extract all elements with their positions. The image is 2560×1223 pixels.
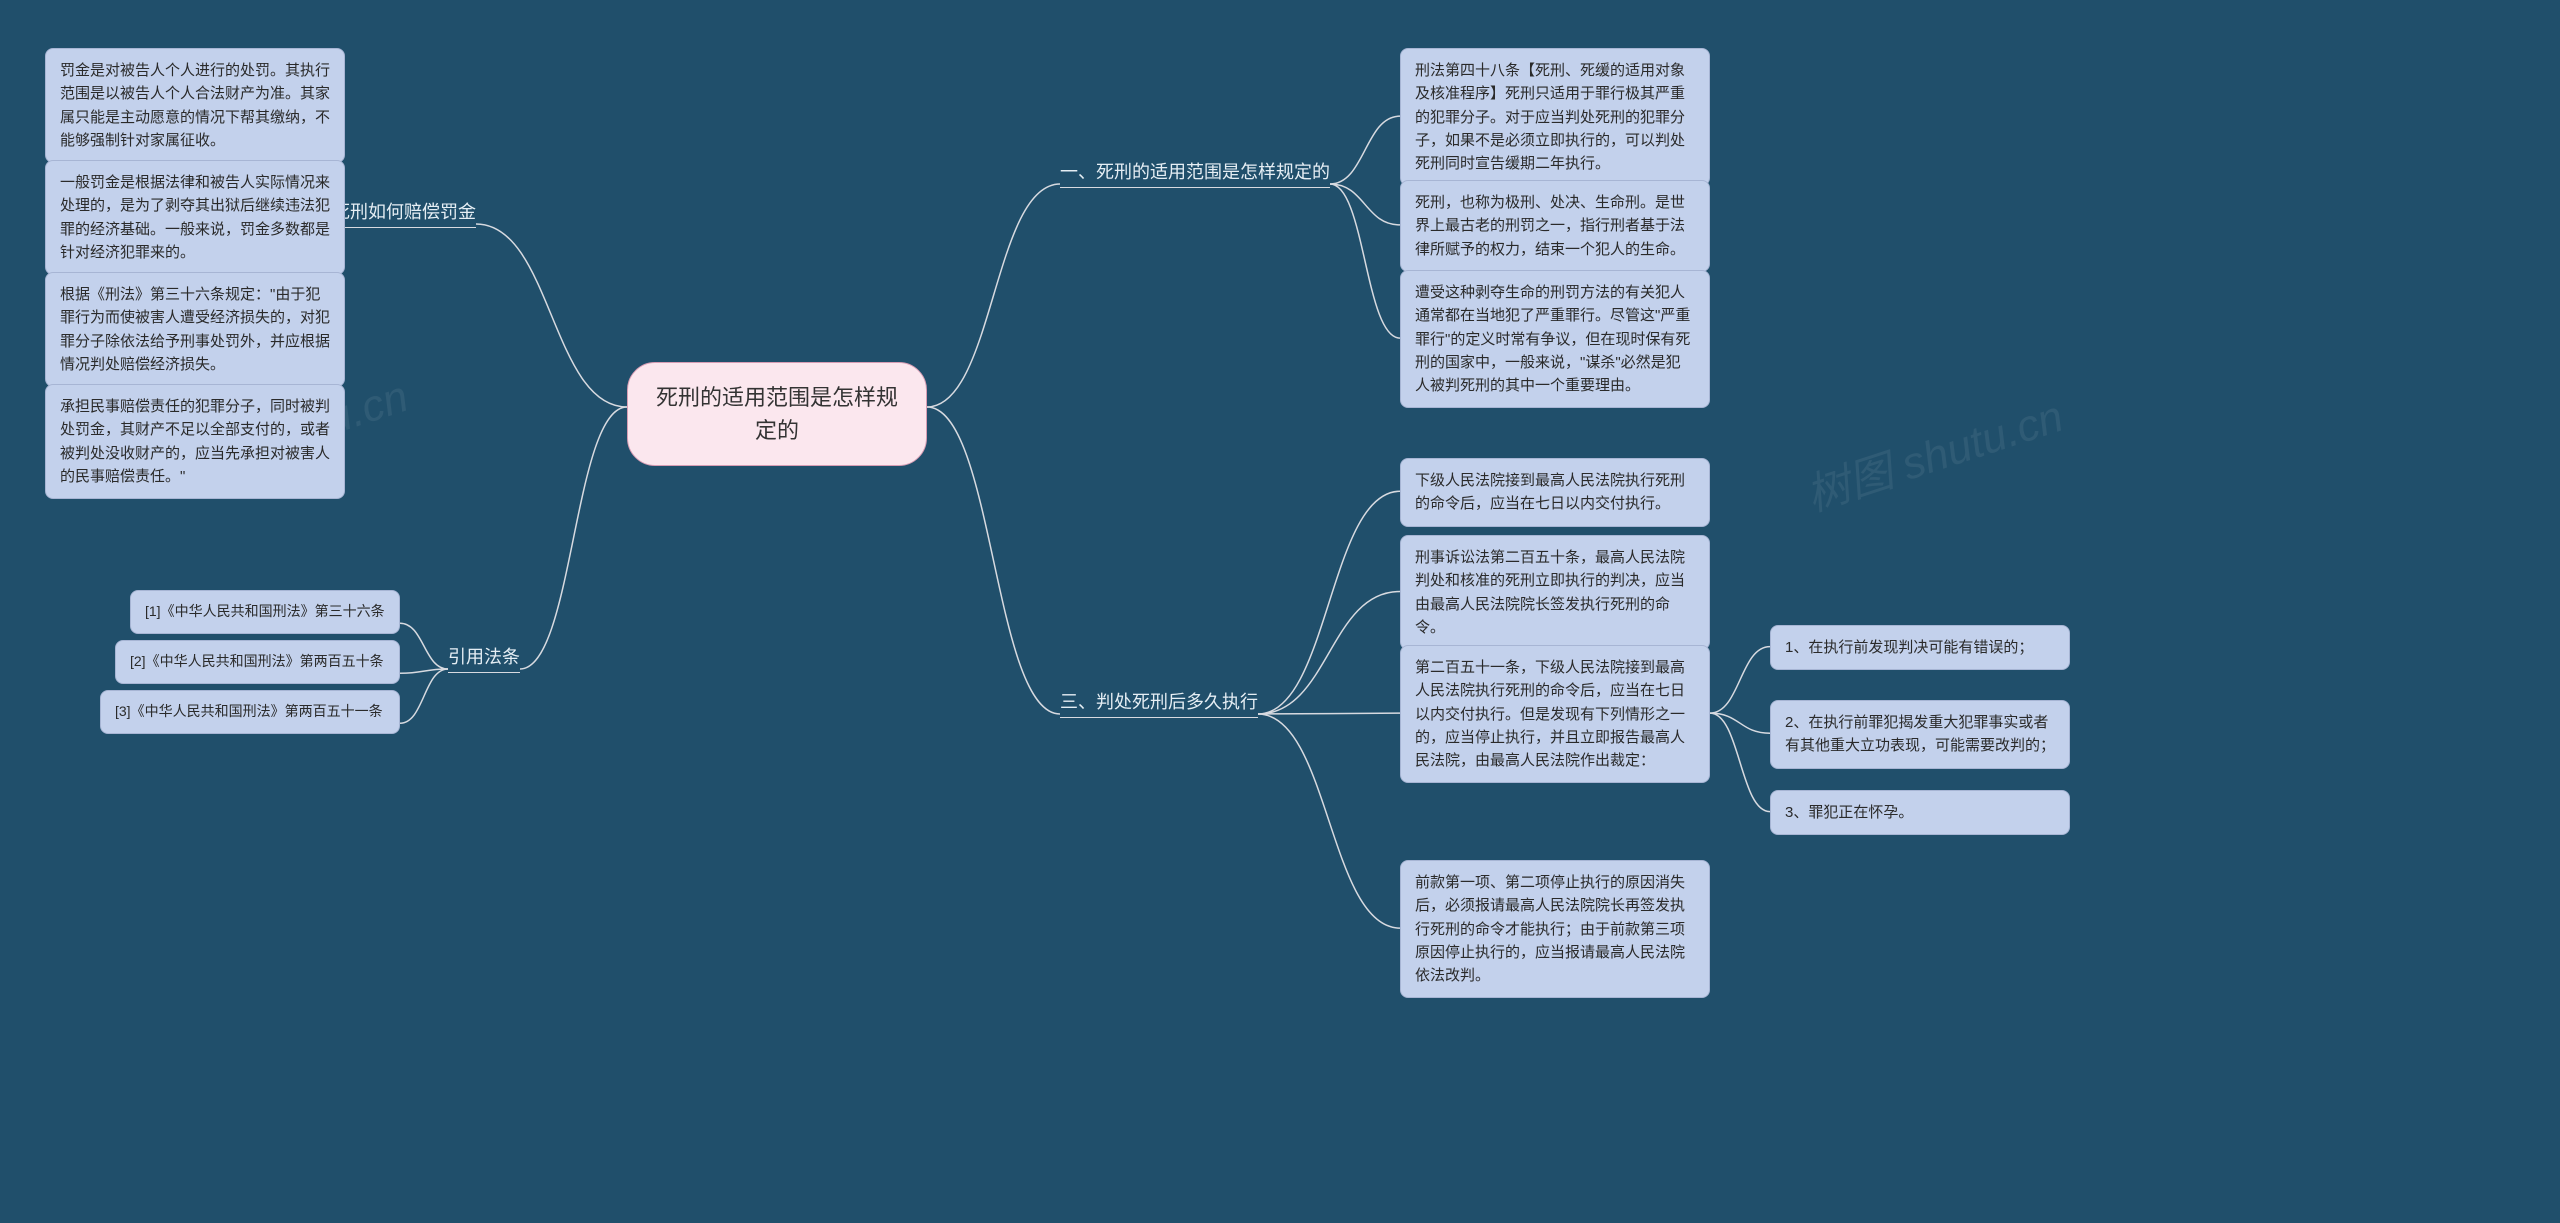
branch-b3: 三、判处死刑后多久执行: [1060, 690, 1258, 718]
watermark: 树图 shutu.cn: [1797, 380, 2070, 523]
branch-b1: 一、死刑的适用范围是怎样规定的: [1060, 160, 1330, 188]
leaf: 刑事诉讼法第二百五十条，最高人民法院判处和核准的死刑立即执行的判决，应当由最高人…: [1400, 535, 1710, 650]
leaf: 下级人民法院接到最高人民法院执行死刑的命令后，应当在七日以内交付执行。: [1400, 458, 1710, 527]
leaf: 死刑，也称为极刑、处决、生命刑。是世界上最古老的刑罚之一，指行刑者基于法律所赋予…: [1400, 180, 1710, 272]
leaf: [1]《中华人民共和国刑法》第三十六条: [130, 590, 400, 634]
leaf: 刑法第四十八条【死刑、死缓的适用对象及核准程序】死刑只适用于罪行极其严重的犯罪分…: [1400, 48, 1710, 186]
leaf: 根据《刑法》第三十六条规定："由于犯罪行为而使被害人遭受经济损失的，对犯罪分子除…: [45, 272, 345, 387]
leaf: 遭受这种剥夺生命的刑罚方法的有关犯人通常都在当地犯了严重罪行。尽管这"严重罪行"…: [1400, 270, 1710, 408]
leaf: 承担民事赔偿责任的犯罪分子，同时被判处罚金，其财产不足以全部支付的，或者被判处没…: [45, 384, 345, 499]
leaf: 第二百五十一条，下级人民法院接到最高人民法院执行死刑的命令后，应当在七日以内交付…: [1400, 645, 1710, 783]
sub-leaf: 2、在执行前罪犯揭发重大犯罪事实或者有其他重大立功表现，可能需要改判的；: [1770, 700, 2070, 769]
sub-leaf: 1、在执行前发现判决可能有错误的；: [1770, 625, 2070, 670]
branch-b4: 引用法条: [448, 645, 520, 673]
leaf: 一般罚金是根据法律和被告人实际情况来处理的，是为了剥夺其出狱后继续违法犯罪的经济…: [45, 160, 345, 275]
sub-leaf: 3、罪犯正在怀孕。: [1770, 790, 2070, 835]
root-node: 死刑的适用范围是怎样规定的: [627, 362, 927, 466]
leaf: 罚金是对被告人个人进行的处罚。其执行范围是以被告人个人合法财产为准。其家属只能是…: [45, 48, 345, 163]
leaf: [2]《中华人民共和国刑法》第两百五十条: [115, 640, 400, 684]
leaf: 前款第一项、第二项停止执行的原因消失后，必须报请最高人民法院院长再签发执行死刑的…: [1400, 860, 1710, 998]
leaf: [3]《中华人民共和国刑法》第两百五十一条: [100, 690, 400, 734]
